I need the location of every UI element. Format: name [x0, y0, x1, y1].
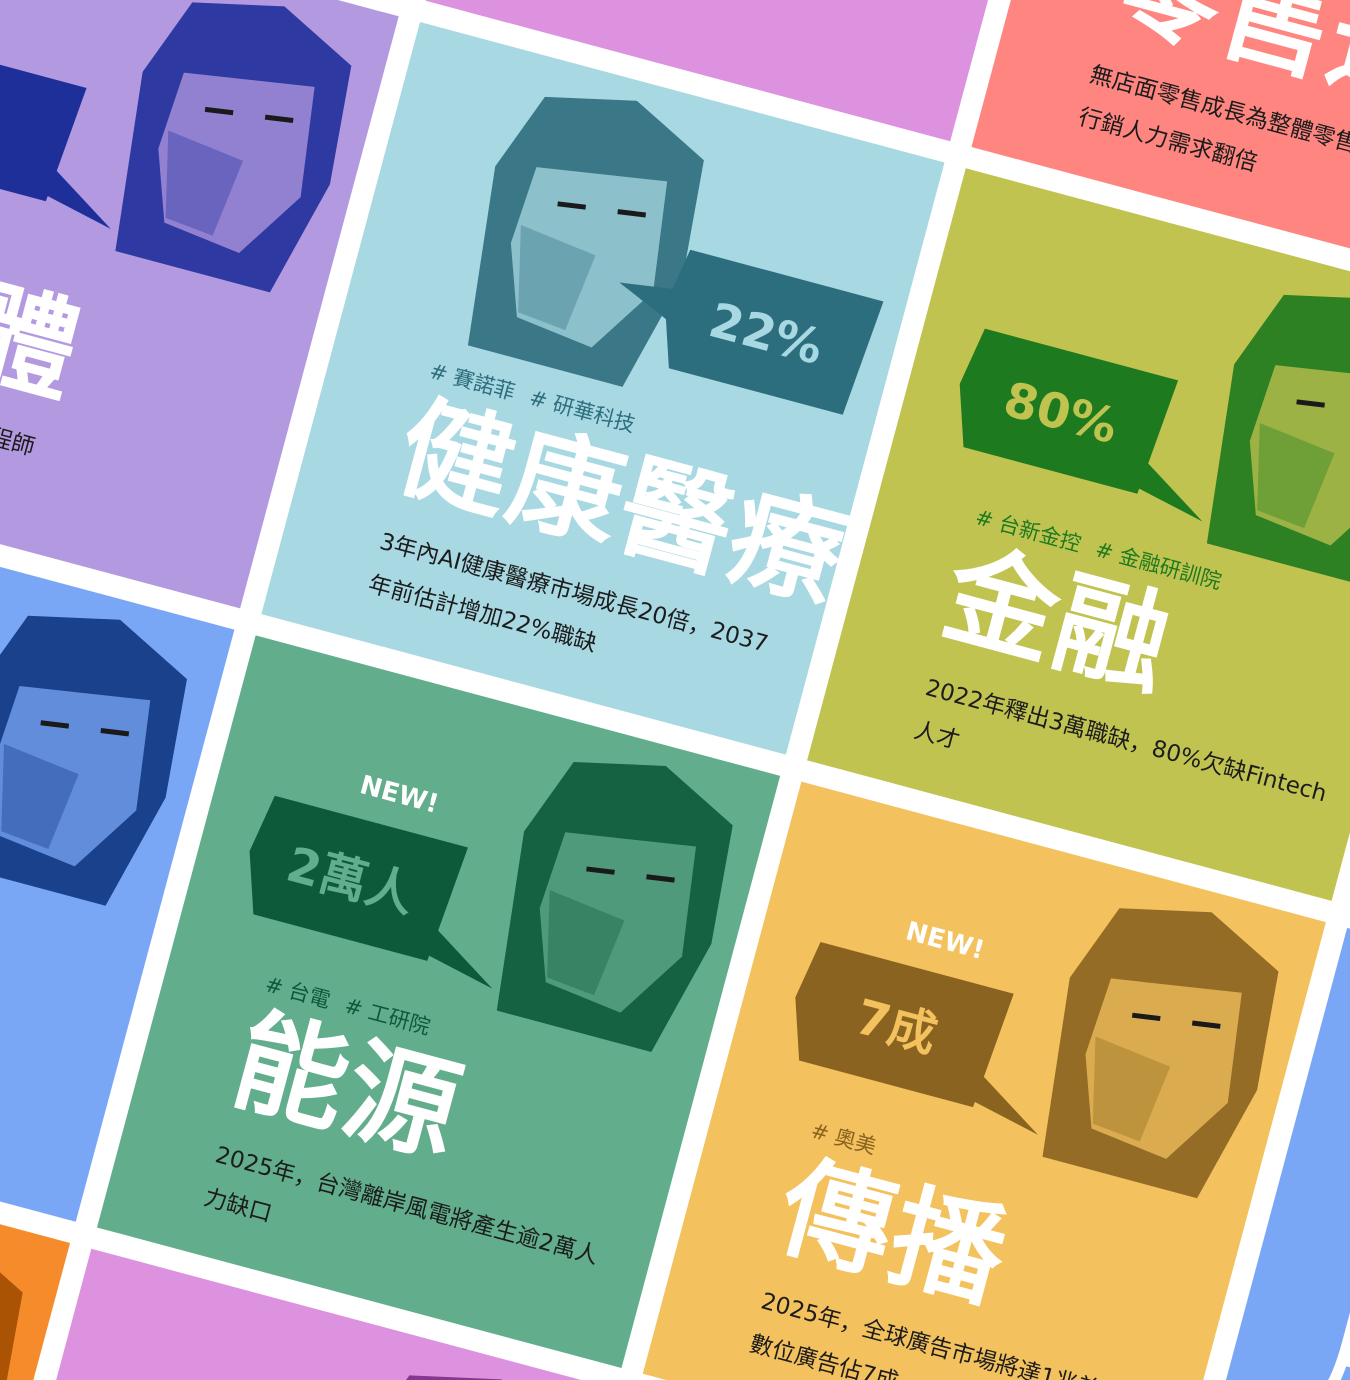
- face-shade: [1, 743, 79, 849]
- new-badge: NEW!: [902, 916, 987, 966]
- card: 人平: [0, 489, 235, 1222]
- face-shade: [547, 890, 625, 996]
- face: [1249, 365, 1350, 546]
- face-shade: [1092, 1036, 1171, 1142]
- face-shade: [518, 225, 596, 331]
- bubble: [959, 328, 1179, 494]
- eye: [1131, 1012, 1221, 1029]
- eye: [1296, 399, 1350, 416]
- face-shade: [165, 130, 244, 236]
- card-title: 服: [1312, 1287, 1350, 1380]
- eye: [586, 866, 675, 883]
- bubble: [249, 795, 468, 961]
- bubble: [665, 249, 884, 415]
- eye: [40, 720, 130, 737]
- eye: [204, 106, 294, 124]
- card: 80% # 台新金控# 金融研訓院 金融 2022年釋出3萬職缺，80%欠缺Finte…: [807, 168, 1350, 901]
- illustration: [0, 615, 187, 906]
- card: 份界先進導體選，AI、數據工程師: [0, 0, 399, 609]
- card: 22% # 賽諾菲# 研華科技 健康醫療 3年內AI健康醫療市場成長20倍，2037 年…: [261, 22, 945, 755]
- card: 2萬人 NEW! # 台電# 工研院 能源 2025年，台灣離岸風電將產生逾2萬人 力缺口: [96, 635, 781, 1369]
- hair: [332, 1375, 569, 1380]
- card: 7成 NEW! # 奧美 傳播 2025年，全球廣告市場將達1兆美元， 數位廣告佔7成: [642, 781, 1326, 1380]
- face-shade: [1257, 423, 1335, 529]
- new-badge: NEW!: [357, 770, 442, 820]
- hair: [0, 1229, 23, 1380]
- eye: [557, 201, 647, 218]
- illustration: 份: [0, 2, 352, 293]
- illustration: 80%: [959, 294, 1350, 585]
- bubble: [795, 942, 1014, 1108]
- illustration: 22%: [467, 96, 884, 415]
- bubble: [0, 36, 87, 202]
